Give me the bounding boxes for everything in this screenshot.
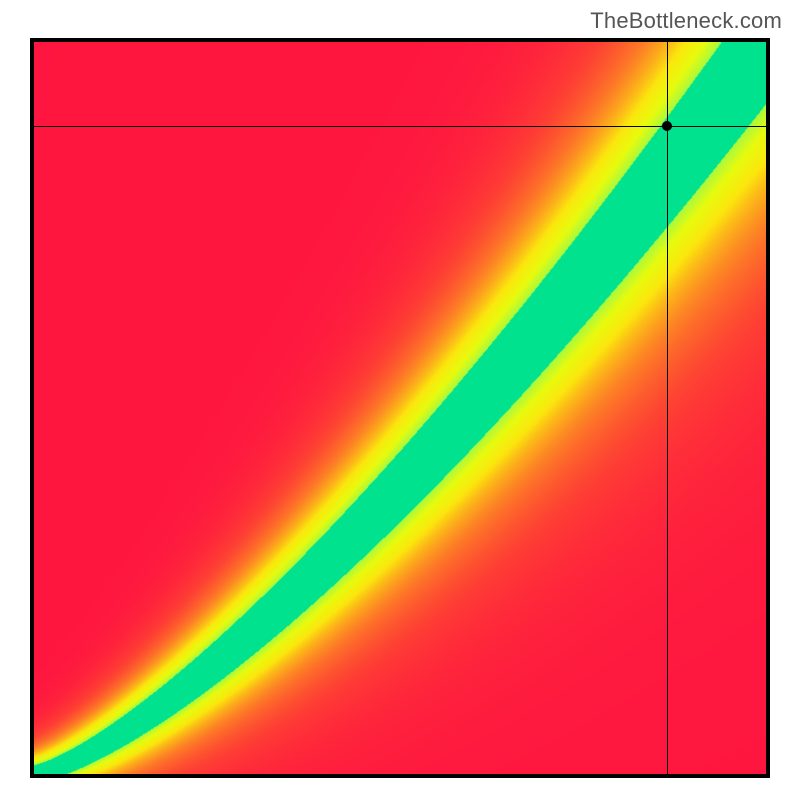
crosshair-vertical <box>667 42 668 774</box>
crosshair-marker <box>662 121 672 131</box>
crosshair-horizontal <box>34 126 766 127</box>
plot-frame <box>30 38 770 778</box>
watermark-text: TheBottleneck.com <box>590 8 782 34</box>
chart-container: TheBottleneck.com <box>0 0 800 800</box>
heatmap-canvas <box>34 42 766 774</box>
